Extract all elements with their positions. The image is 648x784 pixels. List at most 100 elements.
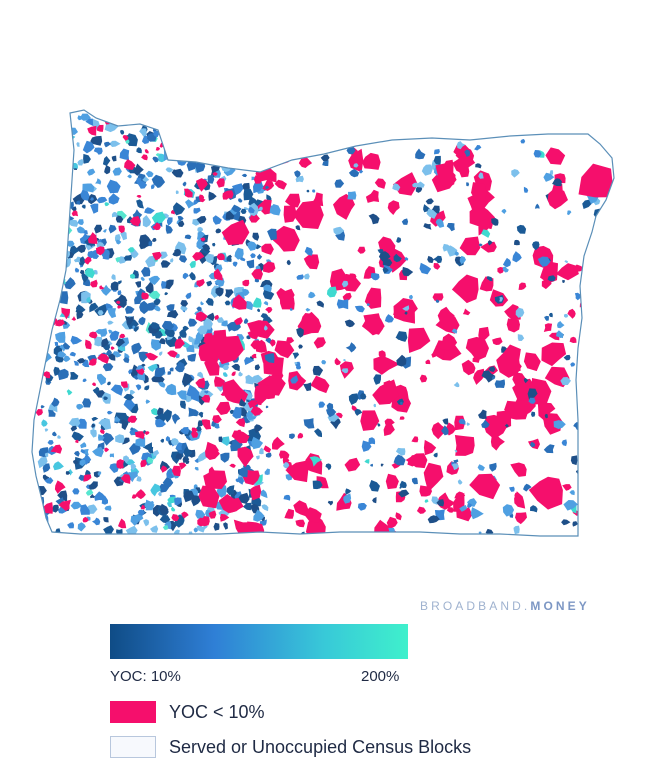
census-block-blue: [421, 164, 433, 176]
census-block-blue: [38, 318, 43, 324]
census-block-blue: [102, 156, 111, 166]
census-block-blue: [433, 452, 438, 458]
census-block-blue: [167, 371, 172, 375]
census-block-pink: [222, 379, 248, 405]
census-block-blue: [415, 181, 425, 188]
census-block-blue: [108, 193, 120, 205]
census-block-blue: [392, 183, 401, 191]
census-block-pink: [242, 141, 253, 152]
census-block-blue: [433, 155, 441, 165]
census-block-blue: [162, 477, 174, 489]
census-block-pink: [478, 326, 490, 342]
census-block-blue: [321, 360, 327, 365]
census-block-blue: [215, 144, 219, 149]
census-block-blue: [295, 225, 301, 231]
census-block-blue: [402, 305, 410, 311]
census-block-blue: [154, 305, 161, 312]
census-block-blue: [83, 449, 89, 456]
census-block-blue: [587, 245, 597, 259]
census-block-blue: [225, 210, 235, 220]
census-block-pink: [208, 510, 217, 519]
census-block-pink: [386, 516, 398, 530]
census-block-blue: [76, 142, 80, 147]
census-block-blue: [118, 280, 122, 285]
census-block-blue: [467, 503, 472, 508]
census-block-blue: [183, 490, 195, 503]
census-block-blue: [50, 212, 61, 225]
census-block-pink: [297, 432, 304, 439]
census-block-blue: [408, 294, 413, 300]
census-block-pink: [261, 243, 274, 255]
census-block-blue: [95, 329, 106, 335]
census-block-blue: [162, 409, 172, 423]
census-block-blue: [35, 338, 44, 349]
census-block-blue: [433, 255, 443, 264]
census-block-blue: [263, 151, 273, 160]
census-block-blue: [426, 208, 438, 219]
census-block-blue: [594, 421, 598, 425]
census-block-blue: [94, 224, 103, 234]
census-block-blue: [121, 418, 129, 431]
oregon-map: [31, 109, 615, 537]
census-block-blue: [189, 260, 196, 269]
census-block-blue: [235, 478, 240, 483]
census-block-pink: [205, 444, 220, 460]
census-block-blue: [98, 434, 105, 441]
census-block-blue: [67, 469, 73, 476]
census-block-blue: [240, 132, 254, 144]
census-block-blue: [109, 330, 120, 341]
census-block-blue: [86, 296, 91, 303]
census-block-blue: [139, 128, 147, 137]
census-block-pink: [465, 336, 489, 361]
census-block-blue: [424, 499, 429, 503]
census-block-blue: [71, 431, 84, 442]
census-block-blue: [66, 240, 75, 247]
census-block-blue: [44, 428, 49, 432]
census-block-pink: [212, 172, 218, 176]
census-block-blue: [129, 443, 141, 455]
census-block-blue: [155, 153, 160, 157]
census-block-blue: [186, 128, 193, 133]
census-block-blue: [145, 499, 155, 511]
census-block-blue: [39, 305, 47, 315]
census-block-blue: [123, 254, 132, 261]
census-block-blue: [38, 192, 49, 202]
census-block-pink: [577, 503, 591, 521]
census-block-blue: [52, 431, 57, 437]
census-block-blue: [260, 489, 268, 499]
census-block-blue: [326, 286, 337, 298]
census-block-pink: [454, 435, 475, 456]
census-block-blue: [135, 281, 141, 288]
census-block-blue: [123, 393, 135, 401]
census-block-pink: [471, 182, 487, 202]
census-block-blue: [184, 234, 192, 240]
census-block-blue: [77, 522, 86, 532]
census-block-blue: [61, 175, 69, 184]
census-block-blue: [93, 147, 103, 155]
census-block-blue: [312, 365, 324, 376]
census-block-blue: [204, 124, 216, 134]
census-block-blue: [232, 261, 238, 267]
census-block-blue: [98, 418, 112, 430]
census-block-pink: [577, 363, 596, 382]
census-block-blue: [158, 351, 163, 356]
census-block-blue: [193, 207, 201, 214]
census-block-pink: [223, 190, 234, 199]
census-block-blue: [150, 483, 161, 497]
census-block-blue: [114, 416, 121, 422]
census-block-blue: [327, 500, 334, 506]
census-block-pink: [263, 445, 272, 453]
census-block-blue: [133, 326, 139, 332]
census-block-blue: [262, 118, 272, 129]
census-block-blue: [194, 466, 199, 471]
census-block-blue: [52, 188, 58, 194]
census-block-blue: [42, 463, 51, 473]
census-block-blue: [296, 274, 304, 280]
census-block-blue: [188, 407, 199, 417]
census-block-blue: [370, 463, 373, 467]
census-block-blue: [478, 243, 483, 247]
census-block-blue: [290, 375, 299, 384]
census-block-pink: [435, 163, 456, 190]
census-block-pink: [437, 306, 455, 325]
census-block-pink: [85, 339, 92, 350]
